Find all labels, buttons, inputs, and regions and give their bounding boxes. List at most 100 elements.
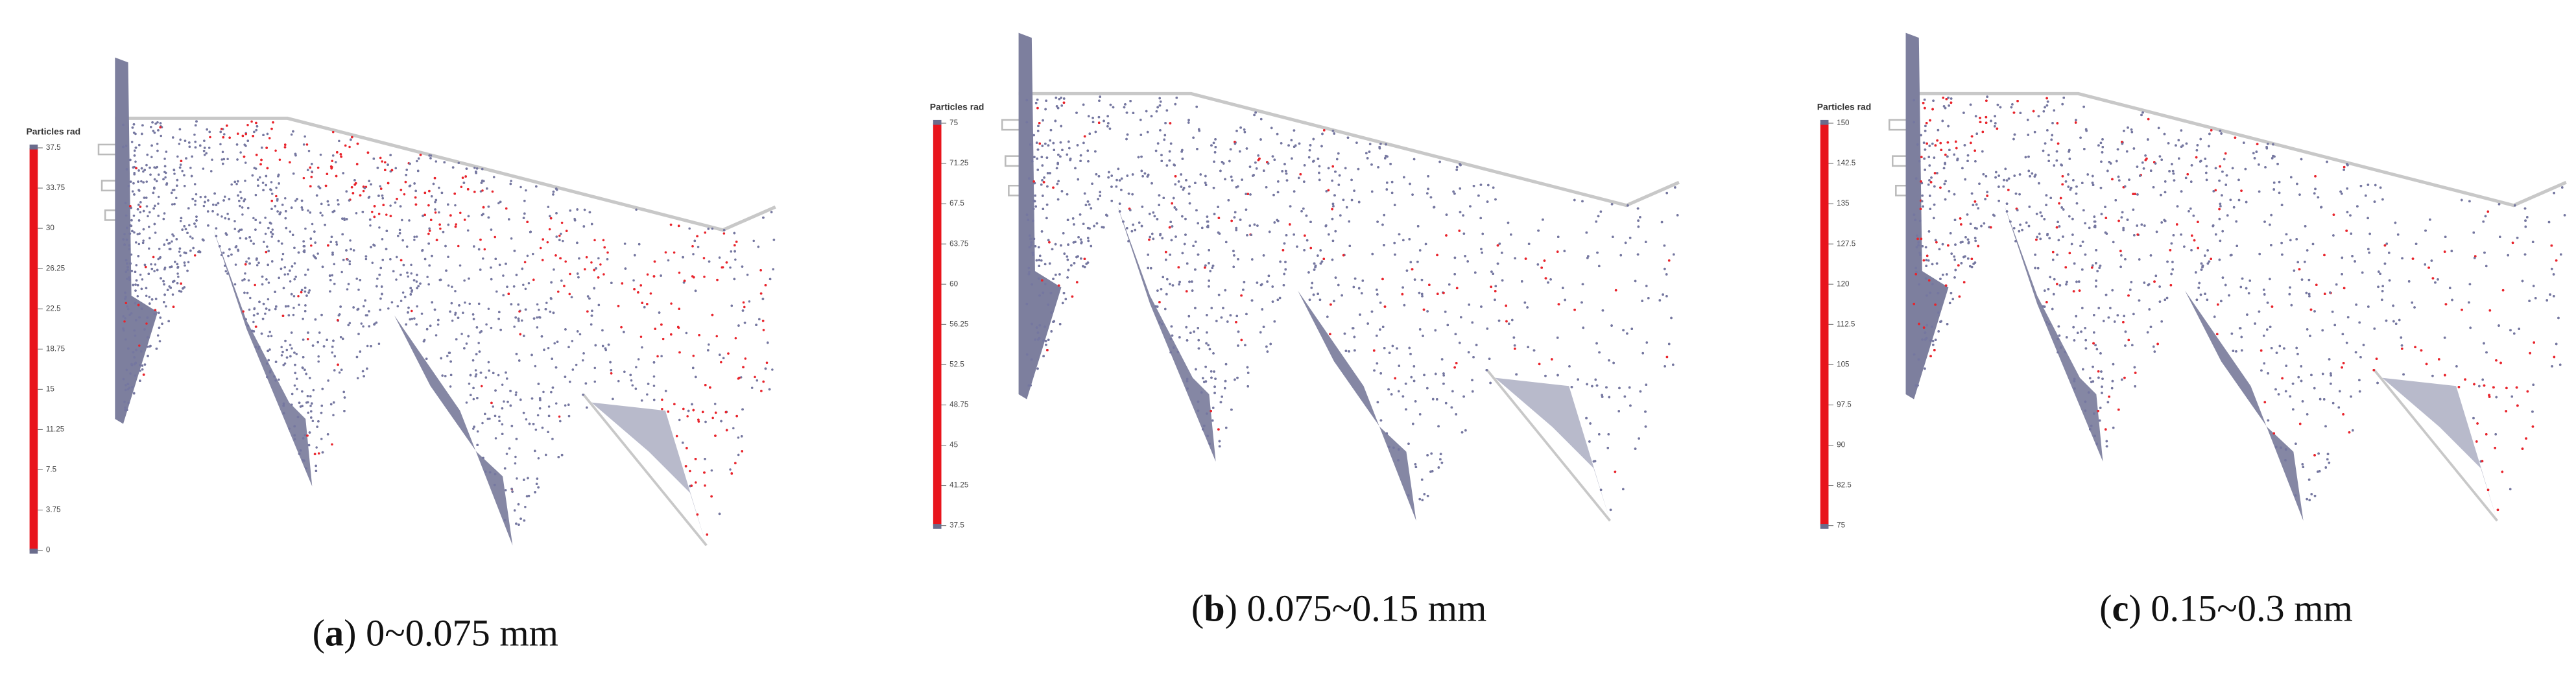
particle [175,196,178,200]
particle [244,161,247,164]
particle [459,211,462,215]
particle [649,292,652,295]
particle [430,195,433,198]
particle [275,305,278,308]
particle [184,139,187,142]
particle [449,214,452,217]
particle [576,241,578,244]
particle [494,414,497,418]
particle [454,204,457,207]
particle [259,221,261,224]
particle [404,180,407,184]
particle [178,166,182,169]
particle [139,364,141,366]
particle [207,224,209,227]
particle [239,237,242,240]
particle [125,259,128,262]
particle [364,255,368,258]
particle [502,294,505,296]
particle [136,294,139,298]
particle [320,202,323,206]
particle [257,345,261,348]
particle [586,406,588,409]
particle [260,158,263,161]
particle [133,149,136,152]
particle [244,263,247,266]
colorbar-tick-label: 7.5 [46,466,56,474]
particle [291,233,294,237]
particle [329,403,333,406]
particle [282,402,285,405]
particle [446,355,449,357]
particle [620,326,623,329]
particle [326,338,328,341]
particle [187,261,190,264]
particle [338,371,341,374]
particle [755,324,757,326]
particle [188,141,191,144]
particle [331,253,334,256]
particle [503,519,507,521]
particle [718,256,721,259]
colorbar-tick-label: 48.75 [949,401,968,409]
particle [176,265,180,268]
particle [280,258,283,261]
particle [431,301,434,303]
particle [324,184,328,187]
particle [435,160,438,163]
particle [769,278,772,281]
particle [215,227,218,230]
particle [630,379,633,382]
particle [746,274,749,276]
particle [122,315,125,318]
particle [517,303,519,306]
particle [254,283,256,287]
particle [240,196,243,200]
particle [468,302,471,305]
particle [517,503,520,506]
particle [514,316,517,319]
particle [379,156,382,160]
particle [133,172,136,176]
particle [165,239,169,241]
particle [311,420,315,423]
particle [252,320,255,324]
particle [634,387,638,390]
particle [376,167,379,169]
particle [125,238,128,241]
particle [295,353,298,355]
particle [248,308,251,311]
particle [183,251,186,254]
particle [301,405,304,407]
particle [246,291,249,294]
particle [472,318,475,320]
particle [408,219,411,222]
particle [547,431,549,434]
particle [310,176,313,178]
particle [124,317,126,320]
particle [219,130,222,134]
particle [571,368,575,371]
particle [128,278,131,281]
particle [189,249,192,252]
particle [173,202,176,206]
particle [444,244,447,248]
particle [171,203,174,206]
particle [137,180,139,183]
particle [130,269,133,272]
particle [410,272,413,275]
particle [387,182,390,185]
particle [604,347,607,350]
particle [415,280,418,283]
particle [280,242,283,245]
particle [436,323,440,326]
particle [727,352,730,355]
particle [183,261,186,264]
particle [670,302,673,305]
particle [610,368,613,372]
particle [133,356,136,359]
particle [396,305,400,307]
particle [333,282,336,285]
particle [463,219,466,221]
particle [416,287,418,290]
